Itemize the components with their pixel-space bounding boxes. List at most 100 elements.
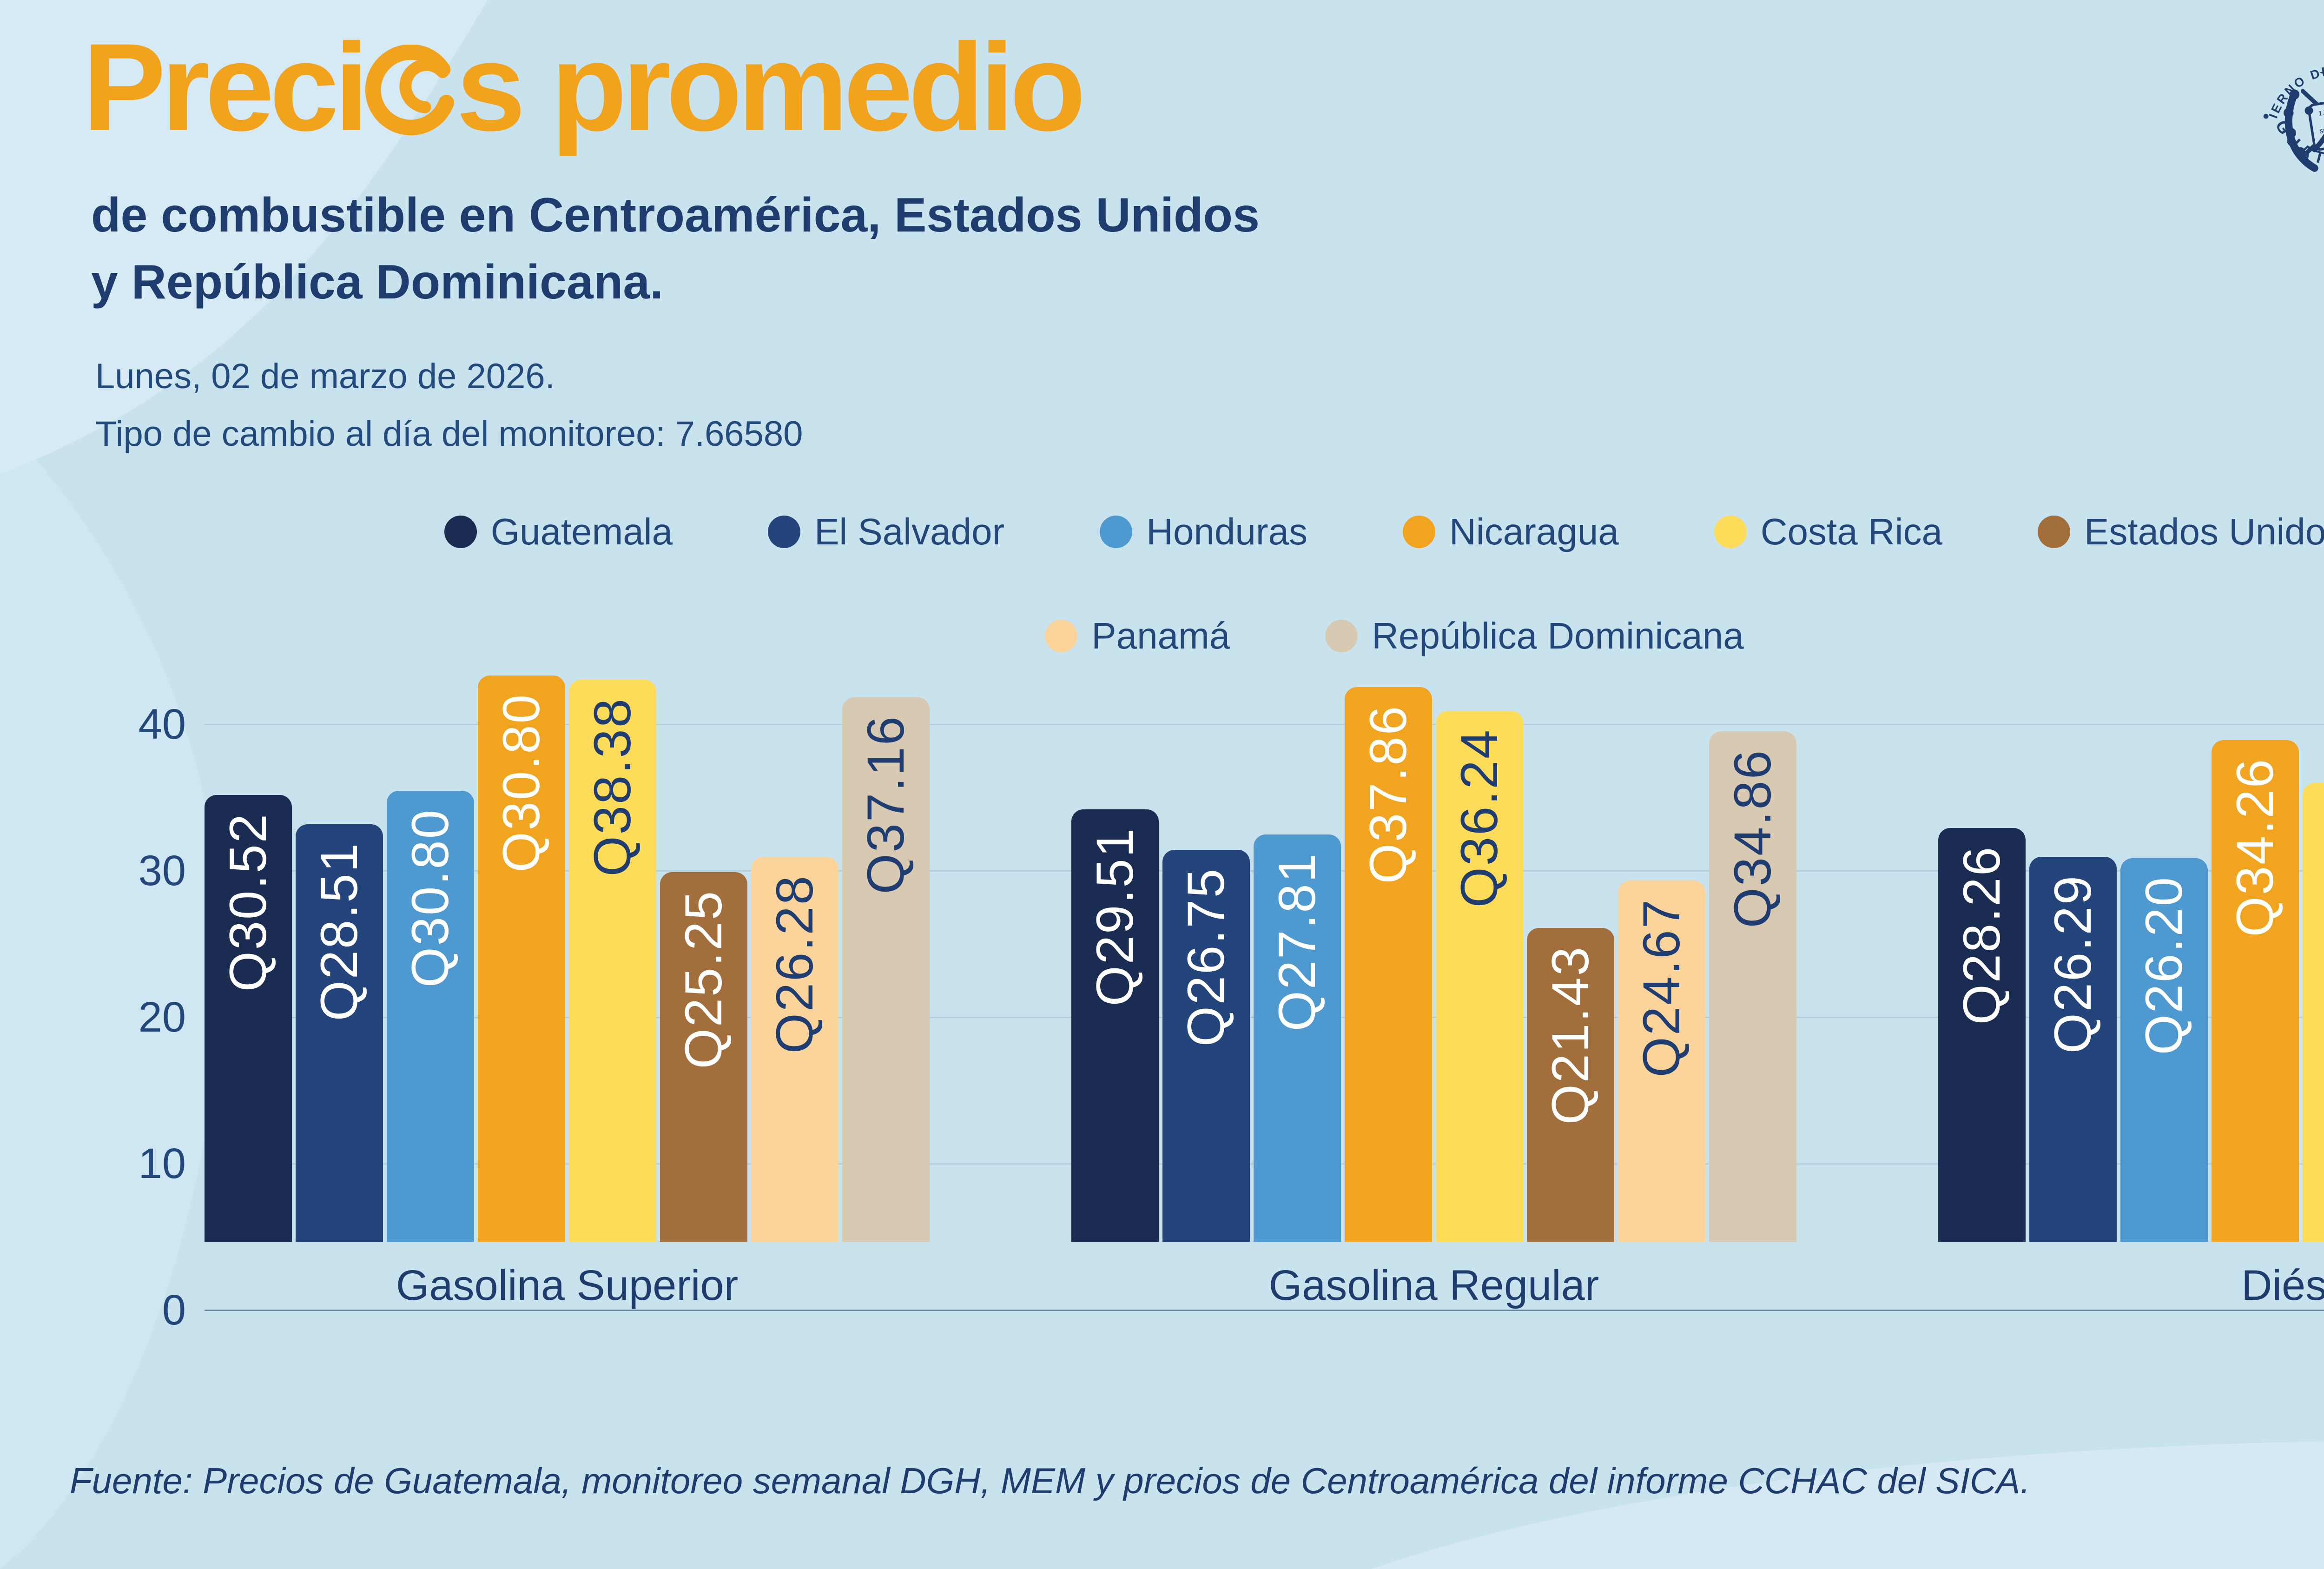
bar-value-label: Q26.29 [2044, 874, 2102, 1054]
ministry-logo: GOBIERNO DE LA REPÚBLICA GUATEMALA LIB [2245, 14, 2324, 232]
bar-value-label: Q34.26 [2226, 757, 2284, 937]
exchange-rate-line: Tipo de cambio al día del monitoreo: 7.6… [95, 414, 803, 454]
bar-panam-: Q24.67 [1618, 880, 1705, 1242]
legend-label: El Salvador [814, 511, 1005, 552]
bar-value-label: Q21.43 [1541, 945, 1599, 1125]
category-label: Gasolina Superior [396, 1262, 739, 1309]
legend-item-honduras: Honduras [1100, 510, 1307, 553]
y-tick-30: 30 [138, 847, 186, 894]
legend-row-1: Guatemala El Salvador Honduras Nicaragua Cos… [0, 510, 2324, 553]
legend-swatch-icon [1325, 620, 1358, 652]
legend-swatch-icon [1403, 516, 1436, 548]
y-tick-0: 0 [162, 1286, 186, 1334]
bar-rep-blica-dominicana: Q34.86 [1709, 731, 1796, 1242]
bar-value-label: Q31.34 [2317, 800, 2324, 980]
bar-nicaragua: Q37.86 [1345, 687, 1432, 1242]
y-tick-20: 20 [138, 993, 186, 1041]
fuel-price-bar-chart: Q30.52 Q28.51 Q30.80 Q30.80 Q38.38 Q25.25 Q26.… [70, 675, 2324, 1375]
page-title: Preci s promedio [83, 17, 1086, 157]
legend-item-rep-blica-dominicana: República Dominicana [1325, 615, 1744, 657]
bar-value-label: Q26.28 [766, 874, 824, 1054]
bar-value-label: Q30.80 [401, 808, 459, 988]
bar-value-label: Q24.67 [1632, 898, 1690, 1078]
legend-label: Nicaragua [1449, 511, 1619, 552]
legend-label: Guatemala [490, 511, 673, 552]
seal-scroll-line-2: SEPTIEMBRE [2319, 122, 2324, 135]
bar-group-gasolina-regular: Q29.51 Q26.75 Q27.81 Q37.86 Q36.24 Q21.43 Q24.… [1071, 656, 1796, 1310]
legend-swatch-icon [1714, 516, 1747, 548]
y-tick-40: 40 [138, 701, 186, 748]
subtitle-line-1: de combustible en Centroamérica, Estados… [91, 188, 1260, 242]
bar-value-label: Q38.38 [583, 697, 641, 877]
monitoring-meta: Lunes, 02 de marzo de 2026. Tipo de camb… [95, 359, 803, 474]
bar-honduras: Q27.81 [1254, 834, 1341, 1242]
bar-estados-unidos: Q21.43 [1527, 927, 1614, 1242]
legend-swatch-icon [444, 516, 477, 548]
bar-value-label: Q25.25 [674, 889, 733, 1069]
legend-label: Panamá [1091, 615, 1230, 656]
bar-honduras: Q30.80 [387, 790, 474, 1242]
bar-value-label: Q28.26 [1953, 845, 2011, 1025]
legend-item-panam-: Panamá [1045, 615, 1230, 657]
bar-value-label: Q37.16 [857, 715, 915, 894]
bar-costa-rica: Q38.38 [569, 680, 656, 1242]
bar-nicaragua: Q34.26 [2212, 740, 2299, 1242]
bar-guatemala: Q29.51 [1071, 809, 1159, 1242]
bar-group-gasolina-superior: Q30.52 Q28.51 Q30.80 Q30.80 Q38.38 Q25.25 Q26.… [205, 656, 930, 1310]
bar-value-label: Q30.52 [219, 812, 277, 992]
bar-groups: Q30.52 Q28.51 Q30.80 Q30.80 Q38.38 Q25.25 Q26.… [205, 675, 2324, 1310]
seal-scroll-line-0: LIBERTAD [2318, 105, 2324, 117]
date-line: Lunes, 02 de marzo de 2026. [95, 357, 555, 396]
bar-value-label: Q30.80 [492, 693, 550, 873]
legend-swatch-icon [2037, 516, 2070, 548]
category-label: Gasolina Regular [1268, 1262, 1599, 1309]
bar-value-label: Q36.24 [1450, 728, 1508, 908]
bars: Q30.52 Q28.51 Q30.80 Q30.80 Q38.38 Q25.25 Q26.… [205, 656, 930, 1242]
quetzal-bird-icon [2312, 71, 2324, 152]
bars: Q29.51 Q26.75 Q27.81 Q37.86 Q36.24 Q21.43 Q24.… [1071, 656, 1796, 1242]
bar-costa-rica: Q31.34 [2303, 782, 2324, 1242]
legend-label: Costa Rica [1760, 511, 1942, 552]
x-axis-line [205, 1309, 2324, 1311]
subtitle-line-2: y República Dominicana. [91, 255, 663, 309]
bar-guatemala: Q28.26 [1938, 828, 2026, 1242]
bar-group-di-sel: Q28.26Q26.29Q26.20Q34.26Q31.34Q28.26Q24.… [1938, 656, 2324, 1310]
legend-item-el-salvador: El Salvador [768, 510, 1004, 553]
bar-el-salvador: Q26.29 [2029, 856, 2117, 1242]
plot-area: Q30.52 Q28.51 Q30.80 Q30.80 Q38.38 Q25.25 Q26.… [139, 675, 2324, 1331]
category-label: Diésel [2241, 1262, 2324, 1309]
legend-row-2: Panamá República Dominicana [0, 615, 2324, 657]
legend-item-estados-unidos: Estados Unidos [2037, 510, 2324, 553]
bar-el-salvador: Q26.75 [1162, 850, 1250, 1242]
bar-guatemala: Q30.52 [205, 794, 292, 1242]
bar-panam-: Q26.28 [751, 857, 838, 1242]
legend-item-nicaragua: Nicaragua [1403, 510, 1619, 553]
bar-value-label: Q29.51 [1086, 827, 1144, 1006]
source-note: Fuente: Precios de Guatemala, monitoreo … [70, 1460, 2031, 1501]
legend-label: República Dominicana [1372, 615, 1744, 656]
legend-item-costa-rica: Costa Rica [1714, 510, 1942, 553]
page-subtitle: de combustible en Centroamérica, Estados… [91, 182, 1260, 316]
bar-rep-blica-dominicana: Q37.16 [842, 697, 930, 1242]
bar-el-salvador: Q28.51 [296, 824, 383, 1242]
legend-item-guatemala: Guatemala [444, 510, 673, 553]
bar-value-label: Q27.81 [1268, 852, 1326, 1032]
bar-costa-rica: Q36.24 [1436, 711, 1523, 1242]
bar-value-label: Q26.75 [1177, 867, 1235, 1047]
title-suffix: s promedio [456, 17, 1086, 157]
bar-nicaragua: Q30.80 [478, 675, 565, 1242]
bar-value-label: Q37.86 [1359, 705, 1417, 884]
bar-honduras: Q26.20 [2120, 858, 2208, 1242]
y-tick-10: 10 [138, 1140, 186, 1187]
legend-swatch-icon [768, 516, 801, 548]
title-prefix: Preci [83, 17, 369, 157]
bar-estados-unidos: Q25.25 [660, 872, 747, 1242]
gridline-40 [205, 723, 2324, 725]
bar-value-label: Q26.20 [2135, 875, 2193, 1055]
guatemala-seal-icon: GOBIERNO DE LA REPÚBLICA GUATEMALA LIB [2254, 33, 2324, 172]
fuel-spiral-o-icon [364, 25, 456, 136]
bar-value-label: Q34.86 [1723, 748, 1782, 928]
bars: Q28.26Q26.29Q26.20Q34.26Q31.34Q28.26Q24.… [1938, 656, 2324, 1242]
legend-label: Honduras [1146, 511, 1308, 552]
